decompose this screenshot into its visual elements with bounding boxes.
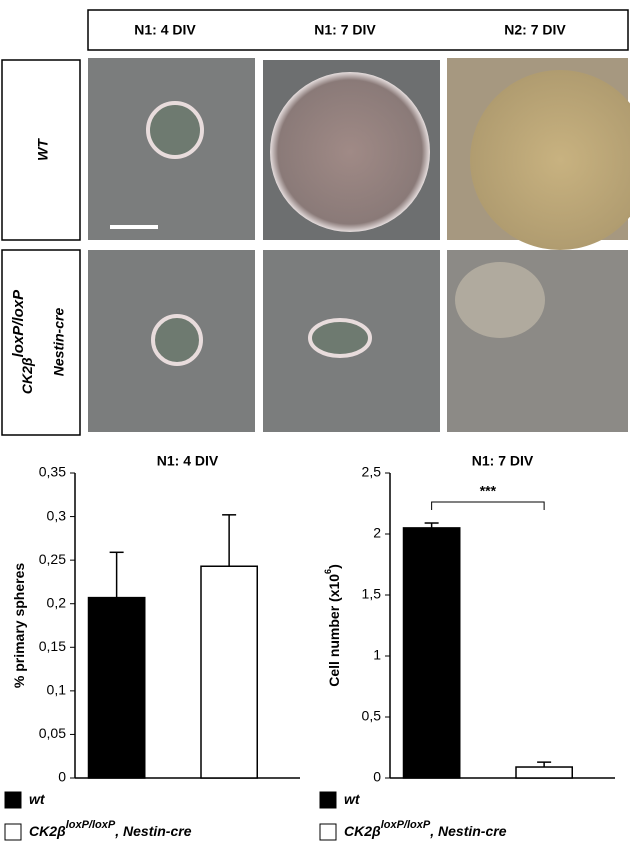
sphere — [308, 318, 372, 358]
y-tick-label: 0,15 — [39, 638, 66, 654]
row-label: Nestin-cre — [51, 308, 67, 377]
y-tick-label: 2,5 — [362, 464, 382, 480]
chart-title: N1: 7 DIV — [472, 453, 534, 469]
y-axis-label: % primary spheres — [11, 563, 27, 688]
row-label: WT — [35, 138, 51, 161]
significance-label: *** — [480, 483, 497, 499]
bar — [200, 565, 258, 779]
legend-name: wt — [344, 791, 361, 807]
legend-swatch — [319, 823, 337, 841]
legend-swatch — [319, 791, 337, 809]
chart-title: N1: 4 DIV — [157, 453, 219, 469]
y-tick-label: 0,3 — [47, 507, 67, 523]
y-label-part: Cell number (x10 — [326, 574, 342, 687]
column-label: N2: 7 DIV — [504, 22, 566, 38]
sphere — [146, 101, 204, 159]
sphere — [270, 72, 430, 232]
y-tick-label: 1,5 — [362, 586, 382, 602]
row-label: CK2βloxP/loxP — [10, 289, 35, 394]
legend-name: CK2β — [29, 823, 66, 839]
legend-label: wt — [29, 791, 46, 807]
y-tick-label: 2 — [373, 525, 381, 541]
legend-label: wt — [344, 791, 361, 807]
y-tick-label: 0,1 — [47, 682, 67, 698]
y-label-part: % primary spheres — [11, 563, 27, 688]
legend-name: CK2β — [344, 823, 381, 839]
y-label-part: ) — [326, 564, 342, 569]
legend-sup: loxP/loxP — [66, 819, 116, 831]
sphere — [470, 70, 630, 250]
y-tick-label: 0,05 — [39, 725, 66, 741]
y-label-sup: 6 — [323, 569, 333, 574]
legend-label: CK2βloxP/loxP, Nestin-cre — [29, 819, 192, 839]
sphere — [455, 262, 545, 338]
column-label: N1: 4 DIV — [134, 22, 196, 38]
legend-suffix: , Nestin-cre — [429, 823, 506, 839]
y-tick-label: 0,35 — [39, 464, 66, 480]
header-box — [87, 9, 629, 51]
sphere — [151, 314, 203, 366]
y-tick-label: 0,2 — [47, 594, 67, 610]
micrographs — [88, 58, 630, 432]
legend-name: wt — [29, 791, 46, 807]
y-tick-label: 0 — [373, 769, 381, 785]
legend-swatch — [4, 791, 22, 809]
bar — [402, 527, 461, 779]
y-tick-label: 0,5 — [362, 708, 382, 724]
row-label-box — [1, 249, 81, 436]
legend-swatch — [4, 823, 22, 841]
y-tick-label: 1 — [373, 647, 381, 663]
y-axis-label: Cell number (x106) — [323, 564, 341, 687]
y-tick-label: 0,25 — [39, 551, 66, 567]
bar — [515, 766, 573, 779]
row-label-box — [1, 59, 81, 241]
legend-sup: loxP/loxP — [381, 819, 431, 831]
y-tick-label: 0 — [58, 769, 66, 785]
column-label: N1: 7 DIV — [314, 22, 376, 38]
legend-label: CK2βloxP/loxP, Nestin-cre — [344, 819, 507, 839]
bar — [87, 596, 146, 779]
legend-suffix: , Nestin-cre — [114, 823, 191, 839]
row-label-part: CK2β — [19, 357, 35, 394]
row-label-sup: loxP/loxP — [10, 289, 27, 358]
significance-bracket — [431, 501, 545, 510]
scale-bar — [110, 225, 158, 229]
